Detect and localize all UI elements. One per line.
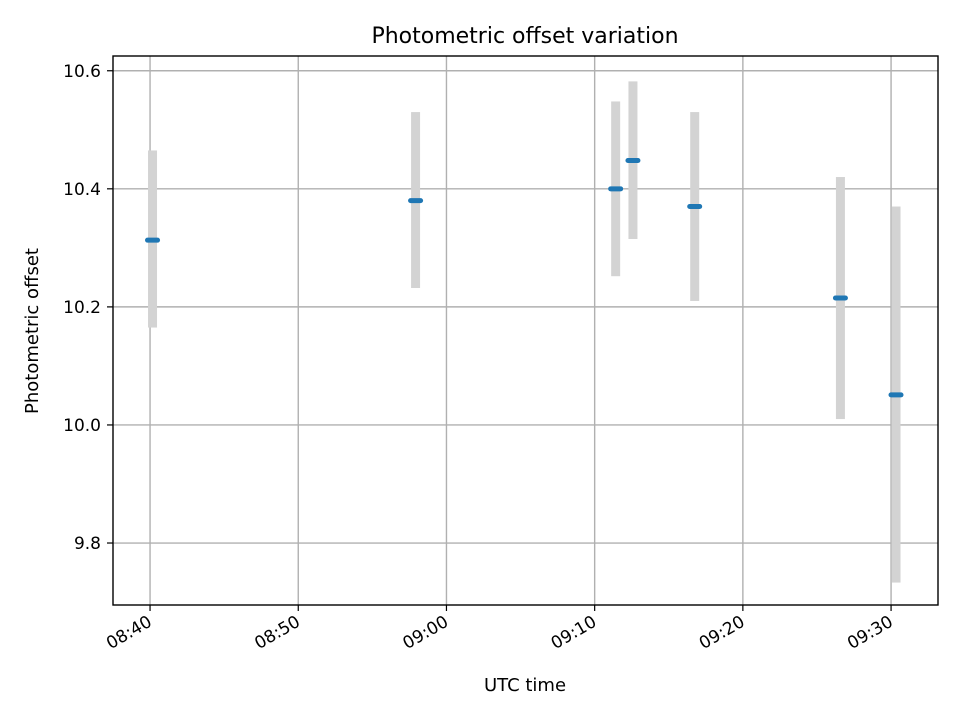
y-tick-label: 10.0 bbox=[63, 416, 101, 436]
x-axis-label: UTC time bbox=[484, 675, 566, 696]
data-points bbox=[145, 157, 904, 398]
plot-frame bbox=[112, 55, 939, 606]
grid bbox=[113, 56, 938, 605]
y-tick-label: 10.6 bbox=[63, 62, 101, 82]
y-tick-label: 10.2 bbox=[63, 298, 101, 318]
y-axis-ticks: 9.8 10.0 10.2 10.4 10.6 bbox=[63, 62, 113, 554]
y-axis-label: Photometric offset bbox=[22, 248, 43, 414]
y-tick-label: 9.8 bbox=[74, 534, 101, 554]
chart-title: Photometric offset variation bbox=[371, 24, 678, 49]
y-tick-label: 10.4 bbox=[63, 180, 101, 200]
